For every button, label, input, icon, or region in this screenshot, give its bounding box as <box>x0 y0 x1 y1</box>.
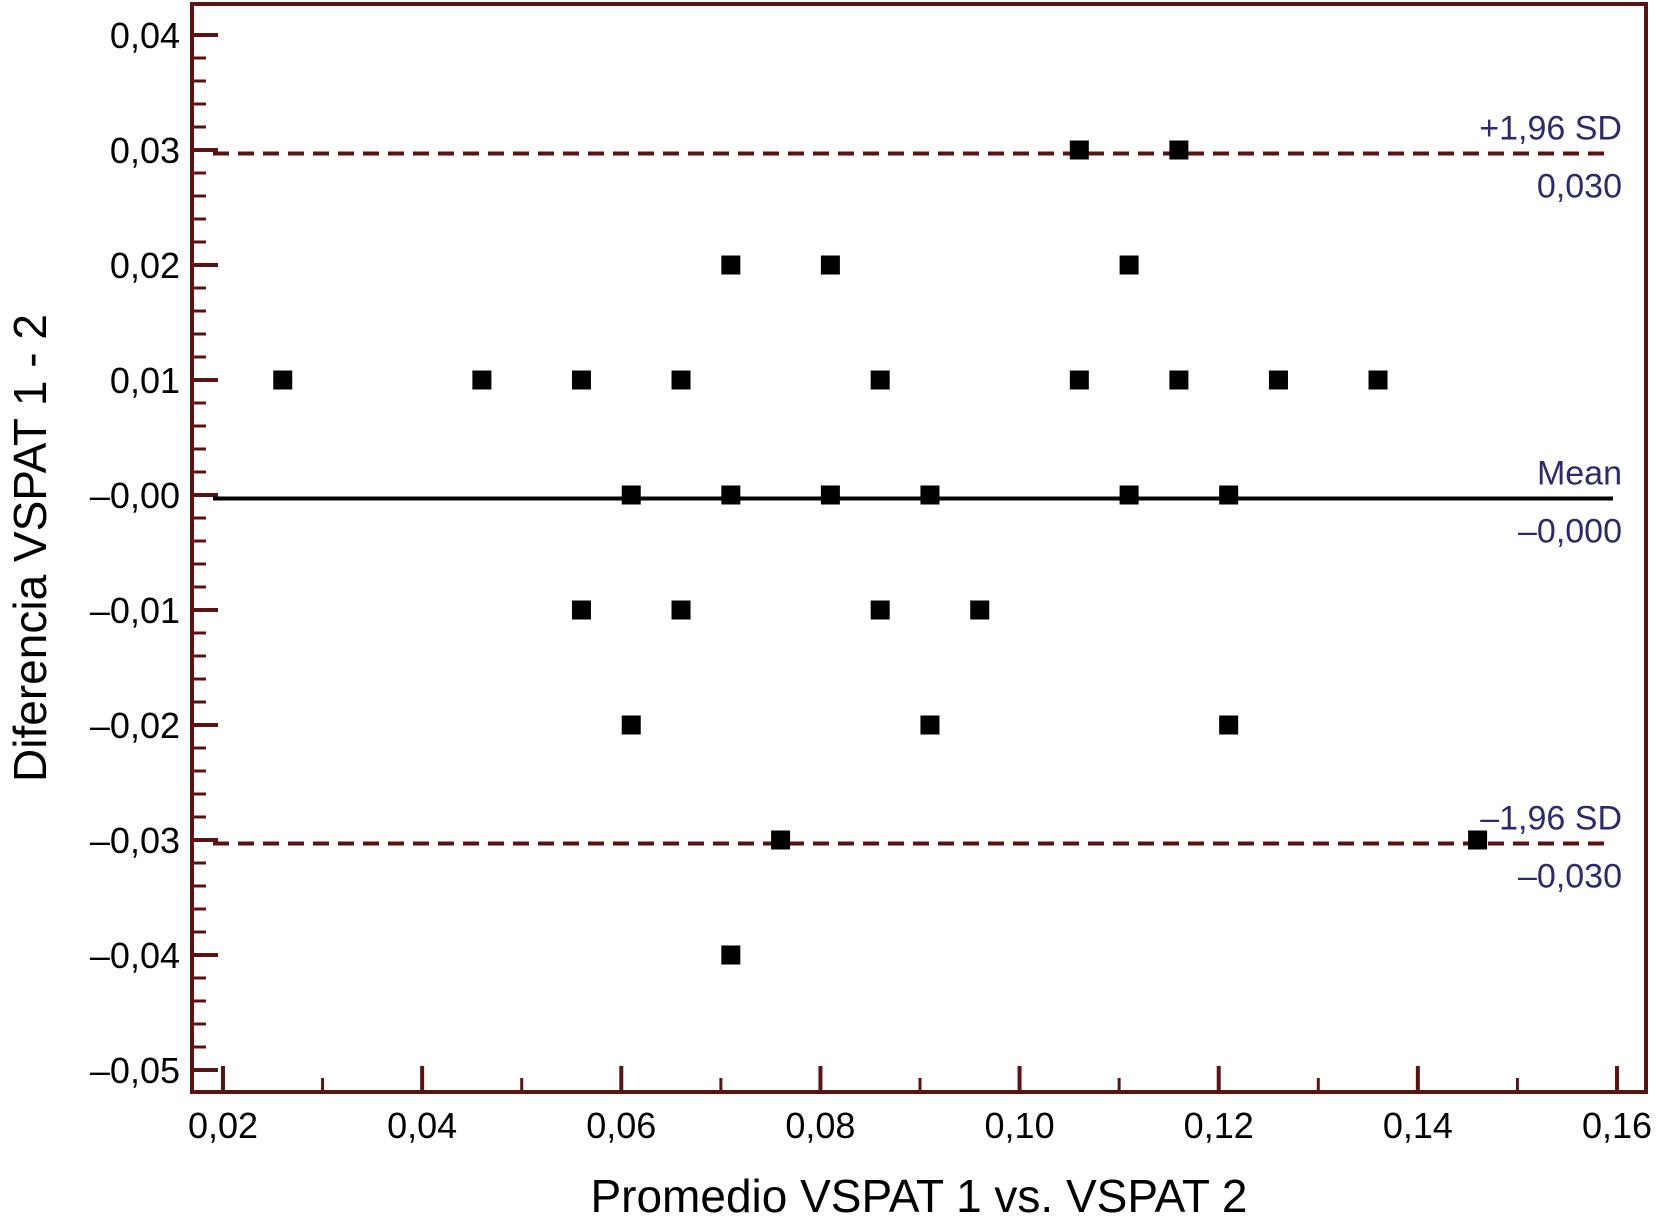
data-point <box>1468 830 1488 850</box>
data-point <box>472 370 492 390</box>
data-point <box>870 600 890 620</box>
data-point <box>820 255 840 275</box>
data-point <box>920 715 940 735</box>
data-point <box>970 600 990 620</box>
reference-lines <box>213 151 1613 846</box>
y-tick-label: –0,04 <box>90 935 180 976</box>
data-point <box>1169 140 1189 160</box>
x-axis-title: Promedio VSPAT 1 vs. VSPAT 2 <box>590 1170 1247 1222</box>
x-tick-label: 0,06 <box>586 1105 656 1146</box>
y-tick-label: 0,04 <box>110 15 180 56</box>
data-point <box>571 600 591 620</box>
y-tick-label: –0,05 <box>90 1050 180 1091</box>
data-point <box>870 370 890 390</box>
data-points <box>273 140 1488 965</box>
y-tick-label: –0,03 <box>90 820 180 861</box>
data-point <box>1368 370 1388 390</box>
y-tick-label: –0,01 <box>90 590 180 631</box>
data-point <box>1169 370 1189 390</box>
reference-line-name: Mean <box>1537 454 1622 492</box>
data-point <box>1119 255 1139 275</box>
y-tick-label: 0,01 <box>110 360 180 401</box>
y-axis-title: Diferencia VSPAT 1 - 2 <box>4 314 56 782</box>
reference-line-name: –1,96 SD <box>1480 799 1622 837</box>
reference-line-name: +1,96 SD <box>1479 109 1622 147</box>
data-point <box>721 945 741 965</box>
y-axis: 0,04 0,03 0,02 0,01 –0,00 –0,01 –0,02 –0,03 –0,0… <box>90 15 218 1091</box>
data-point <box>621 485 641 505</box>
data-point <box>1219 485 1239 505</box>
x-tick-label: 0,04 <box>387 1105 457 1146</box>
data-point <box>920 485 940 505</box>
reference-line-labels: +1,96 SD 0,030 Mean –0,000 –1,96 SD –0,030 <box>1479 109 1622 895</box>
data-point <box>721 485 741 505</box>
x-tick-label: 0,16 <box>1582 1105 1652 1146</box>
data-point <box>621 715 641 735</box>
data-point <box>721 255 741 275</box>
data-point <box>671 370 691 390</box>
data-point <box>1069 370 1089 390</box>
y-tick-label: –0,00 <box>90 475 180 516</box>
x-tick-label: 0,08 <box>785 1105 855 1146</box>
x-tick-label: 0,12 <box>1184 1105 1254 1146</box>
y-tick-label: 0,02 <box>110 245 180 286</box>
data-point <box>1119 485 1139 505</box>
data-point <box>1069 140 1089 160</box>
reference-line-value: –0,000 <box>1518 512 1622 550</box>
y-tick-label: –0,02 <box>90 705 180 746</box>
reference-line-value: 0,030 <box>1537 167 1622 205</box>
data-point <box>273 370 293 390</box>
data-point <box>820 485 840 505</box>
x-tick-label: 0,10 <box>985 1105 1055 1146</box>
y-tick-label: 0,03 <box>110 130 180 171</box>
data-point <box>571 370 591 390</box>
data-point <box>771 830 791 850</box>
data-point <box>1219 715 1239 735</box>
data-point <box>671 600 691 620</box>
x-axis: 0,02 0,04 0,06 0,08 0,10 0,12 0,14 0,16 <box>188 1066 1652 1146</box>
reference-line-value: –0,030 <box>1518 857 1622 895</box>
x-tick-label: 0,14 <box>1383 1105 1453 1146</box>
plot-frame <box>190 2 1648 1094</box>
x-tick-label: 0,02 <box>188 1105 258 1146</box>
data-point <box>1268 370 1288 390</box>
